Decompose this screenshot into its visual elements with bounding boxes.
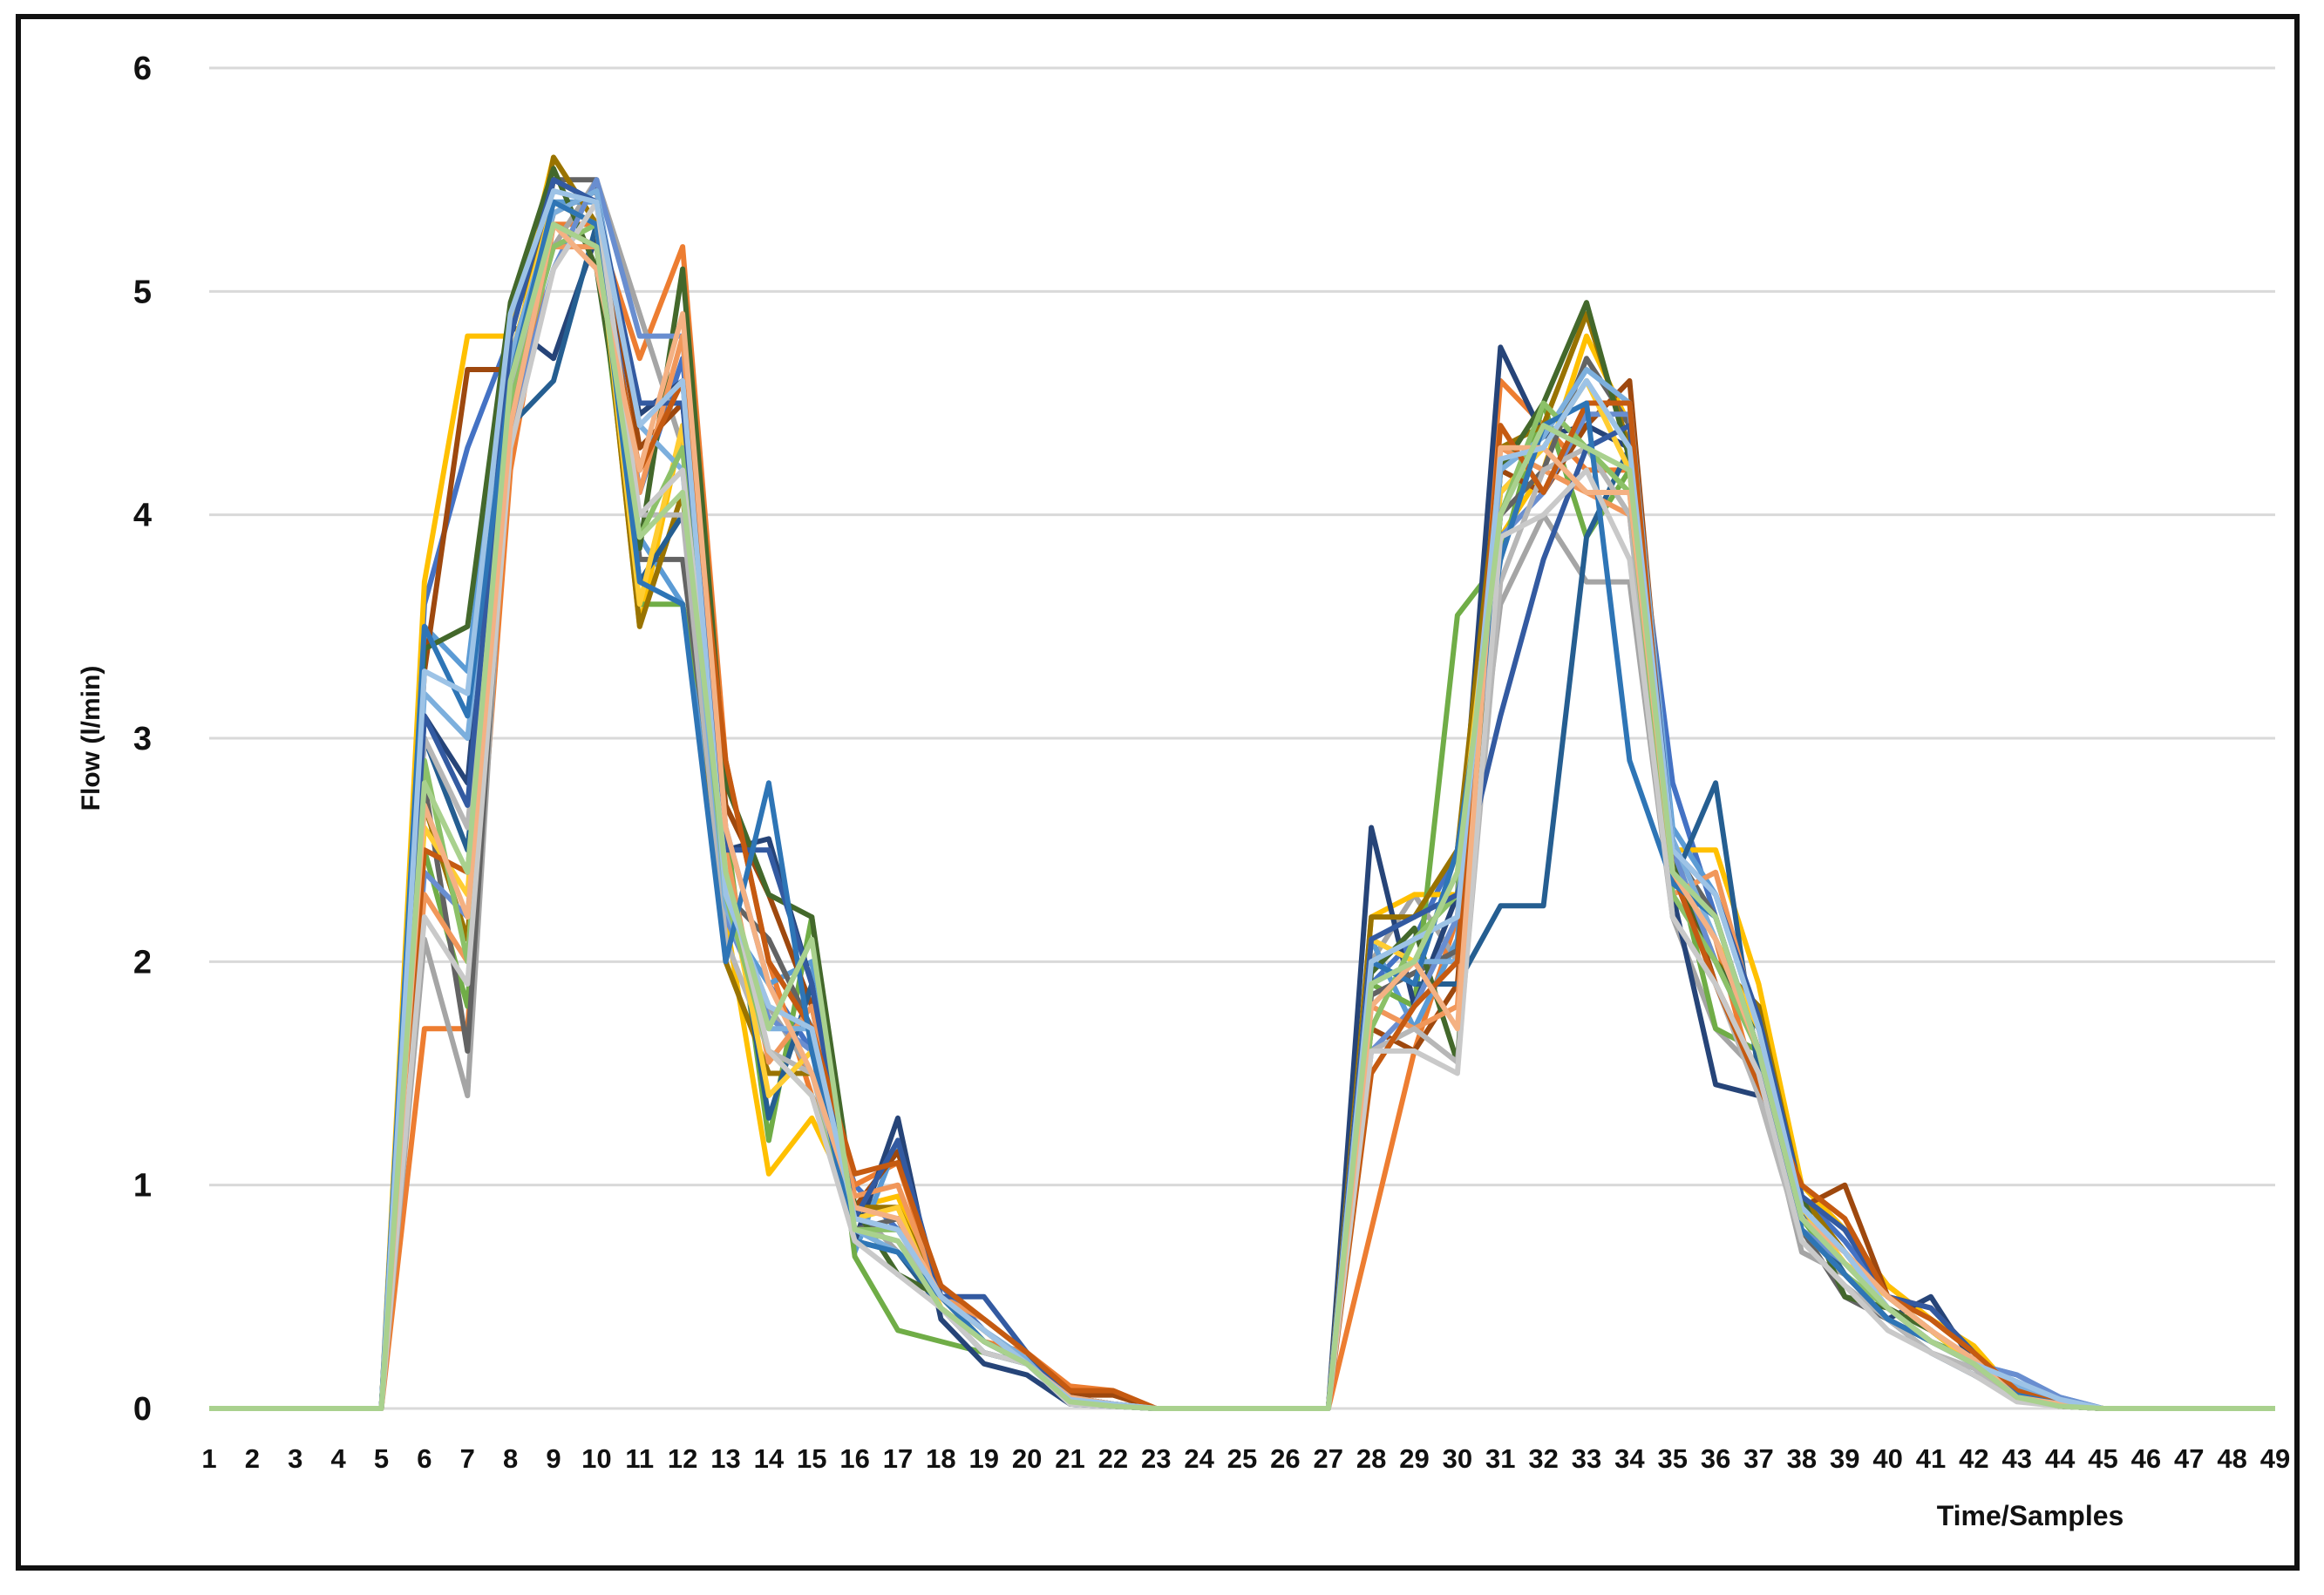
x-tick-label: 9 (546, 1443, 561, 1474)
x-tick-label: 11 (625, 1443, 654, 1474)
x-tick-label: 14 (754, 1443, 785, 1474)
x-tick-label: 7 (460, 1443, 475, 1474)
x-tick-label: 45 (2088, 1443, 2117, 1474)
grid-lines (209, 66, 2275, 1410)
x-tick-label: 13 (710, 1443, 740, 1474)
x-tick-label: 36 (1701, 1443, 1730, 1474)
x-tick-label: 40 (1872, 1443, 1902, 1474)
x-tick-label: 46 (2131, 1443, 2161, 1474)
x-tick-label: 27 (1314, 1443, 1343, 1474)
x-tick-label: 37 (1743, 1443, 1773, 1474)
x-tick-label: 2 (245, 1443, 260, 1474)
x-tick-label: 16 (839, 1443, 869, 1474)
x-tick-label: 49 (2260, 1443, 2290, 1474)
x-tick-label: 17 (883, 1443, 913, 1474)
x-tick-label: 22 (1098, 1443, 1128, 1474)
x-tick-label: 3 (288, 1443, 302, 1474)
x-tick-label: 42 (1959, 1443, 1988, 1474)
y-tick-labels: 0 1 2 3 4 5 6 (133, 51, 152, 1428)
y-tick-label: 2 (133, 944, 152, 981)
x-tick-label: 31 (1485, 1443, 1515, 1474)
x-tick-label: 47 (2174, 1443, 2204, 1474)
x-tick-label: 5 (374, 1443, 389, 1474)
y-tick-label: 1 (133, 1168, 152, 1205)
y-tick-label: 6 (133, 51, 152, 87)
x-tick-label: 12 (668, 1443, 697, 1474)
series-line-25 (209, 221, 2275, 1411)
x-tick-label: 6 (417, 1443, 432, 1474)
x-tick-label: 28 (1356, 1443, 1386, 1474)
x-tick-labels: 1 2 3 4 5 6 7 8 9 10 11 12 13 14 15 16 17 18 19 20 21 22 23 24 2… (201, 1443, 2290, 1474)
series-lines (209, 154, 2275, 1411)
x-axis-title: Time/Samples (1937, 1500, 2124, 1531)
x-tick-label: 43 (2002, 1443, 2032, 1474)
x-tick-label: 26 (1270, 1443, 1300, 1474)
x-tick-label: 33 (1572, 1443, 1601, 1474)
x-tick-label: 44 (2045, 1443, 2076, 1474)
y-tick-label: 4 (133, 498, 152, 534)
y-tick-label: 0 (133, 1391, 152, 1428)
x-tick-label: 38 (1787, 1443, 1817, 1474)
x-tick-label: 21 (1055, 1443, 1084, 1474)
x-tick-label: 30 (1443, 1443, 1472, 1474)
x-tick-label: 41 (1916, 1443, 1946, 1474)
x-tick-label: 4 (331, 1443, 347, 1474)
y-axis-title: Flow (l/min) (77, 666, 105, 811)
y-tick-label: 3 (133, 721, 152, 757)
x-tick-label: 39 (1830, 1443, 1859, 1474)
x-tick-label: 25 (1227, 1443, 1257, 1474)
x-tick-label: 34 (1614, 1443, 1645, 1474)
x-tick-label: 24 (1184, 1443, 1214, 1474)
x-tick-label: 35 (1658, 1443, 1688, 1474)
x-tick-label: 18 (926, 1443, 955, 1474)
x-tick-label: 32 (1528, 1443, 1558, 1474)
x-tick-label: 8 (503, 1443, 518, 1474)
x-tick-label: 29 (1399, 1443, 1429, 1474)
x-tick-label: 15 (797, 1443, 826, 1474)
x-tick-label: 20 (1012, 1443, 1042, 1474)
x-tick-label: 48 (2217, 1443, 2246, 1474)
y-tick-label: 5 (133, 274, 152, 310)
x-tick-label: 1 (201, 1443, 216, 1474)
x-tick-label: 23 (1141, 1443, 1171, 1474)
x-tick-label: 10 (581, 1443, 611, 1474)
x-tick-label: 19 (969, 1443, 999, 1474)
